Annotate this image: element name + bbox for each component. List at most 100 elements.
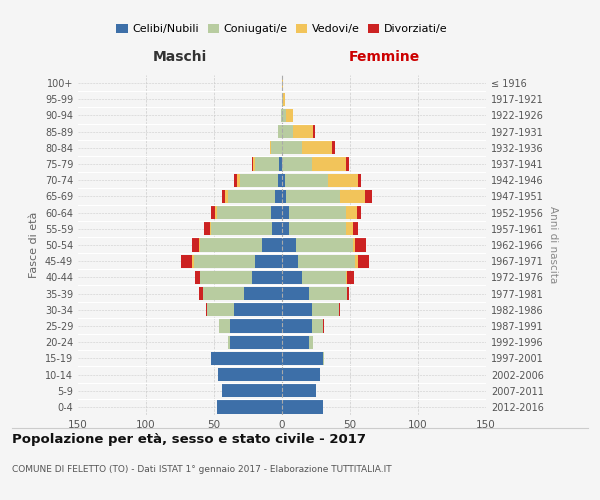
Bar xyxy=(282,320,312,332)
Bar xyxy=(332,141,335,154)
Bar xyxy=(282,336,309,349)
Bar xyxy=(275,190,282,203)
Bar xyxy=(347,270,354,284)
Bar xyxy=(199,238,200,252)
Bar xyxy=(282,92,283,106)
Bar xyxy=(285,174,328,187)
Bar xyxy=(286,109,293,122)
Bar xyxy=(323,320,324,332)
Text: Femmine: Femmine xyxy=(349,50,419,64)
Bar xyxy=(272,222,282,235)
Bar xyxy=(225,190,227,203)
Bar xyxy=(282,141,302,154)
Bar xyxy=(346,158,349,170)
Bar xyxy=(358,254,369,268)
Bar xyxy=(282,270,302,284)
Bar xyxy=(312,320,323,332)
Bar xyxy=(211,206,215,220)
Bar xyxy=(192,238,199,252)
Bar xyxy=(205,222,210,235)
Bar xyxy=(217,206,271,220)
Bar xyxy=(206,303,207,316)
Bar xyxy=(353,222,358,235)
Bar xyxy=(328,174,358,187)
Bar xyxy=(302,270,346,284)
Bar xyxy=(200,238,262,252)
Bar xyxy=(240,174,278,187)
Bar xyxy=(323,352,324,365)
Bar xyxy=(282,384,316,398)
Bar xyxy=(340,190,365,203)
Bar xyxy=(207,303,235,316)
Bar xyxy=(222,190,225,203)
Bar xyxy=(282,222,289,235)
Bar xyxy=(211,222,272,235)
Bar xyxy=(282,125,293,138)
Bar xyxy=(286,190,340,203)
Bar xyxy=(347,287,349,300)
Bar xyxy=(355,238,367,252)
Bar xyxy=(313,125,314,138)
Bar xyxy=(220,320,230,332)
Bar xyxy=(210,222,211,235)
Bar xyxy=(227,336,230,349)
Bar xyxy=(346,270,347,284)
Bar xyxy=(346,206,357,220)
Bar xyxy=(195,270,200,284)
Bar xyxy=(282,174,285,187)
Bar xyxy=(312,158,346,170)
Bar xyxy=(279,158,282,170)
Bar xyxy=(282,238,296,252)
Bar xyxy=(271,141,282,154)
Bar xyxy=(282,76,283,90)
Bar xyxy=(181,254,192,268)
Bar xyxy=(235,303,282,316)
Bar xyxy=(211,352,282,365)
Text: Maschi: Maschi xyxy=(153,50,207,64)
Bar xyxy=(282,158,312,170)
Bar xyxy=(262,238,282,252)
Bar xyxy=(365,190,372,203)
Bar xyxy=(282,206,289,220)
Bar xyxy=(218,368,282,381)
Bar xyxy=(194,254,255,268)
Bar xyxy=(200,270,252,284)
Bar xyxy=(282,400,323,413)
Bar xyxy=(358,174,361,187)
Bar xyxy=(199,287,203,300)
Bar xyxy=(339,303,340,316)
Bar xyxy=(217,400,282,413)
Bar xyxy=(252,158,253,170)
Bar xyxy=(281,109,282,122)
Bar xyxy=(271,206,282,220)
Bar xyxy=(289,222,346,235)
Bar xyxy=(357,206,361,220)
Bar xyxy=(353,238,355,252)
Bar xyxy=(346,222,353,235)
Bar xyxy=(227,190,275,203)
Bar xyxy=(309,336,313,349)
Y-axis label: Anni di nascita: Anni di nascita xyxy=(548,206,557,284)
Text: Popolazione per età, sesso e stato civile - 2017: Popolazione per età, sesso e stato civil… xyxy=(12,432,366,446)
Bar xyxy=(312,303,339,316)
Bar xyxy=(309,287,347,300)
Bar xyxy=(230,336,282,349)
Bar xyxy=(255,158,279,170)
Legend: Celibi/Nubili, Coniugati/e, Vedovi/e, Divorziati/e: Celibi/Nubili, Coniugati/e, Vedovi/e, Di… xyxy=(112,20,452,38)
Bar xyxy=(282,352,323,365)
Bar xyxy=(302,141,332,154)
Bar xyxy=(283,92,285,106)
Bar xyxy=(355,254,358,268)
Bar xyxy=(282,368,320,381)
Bar xyxy=(296,238,353,252)
Bar xyxy=(282,109,286,122)
Bar xyxy=(222,384,282,398)
Bar xyxy=(298,254,355,268)
Bar xyxy=(252,270,282,284)
Bar xyxy=(255,254,282,268)
Bar xyxy=(282,303,312,316)
Bar xyxy=(253,158,255,170)
Bar xyxy=(278,125,282,138)
Bar xyxy=(282,254,298,268)
Bar xyxy=(278,174,282,187)
